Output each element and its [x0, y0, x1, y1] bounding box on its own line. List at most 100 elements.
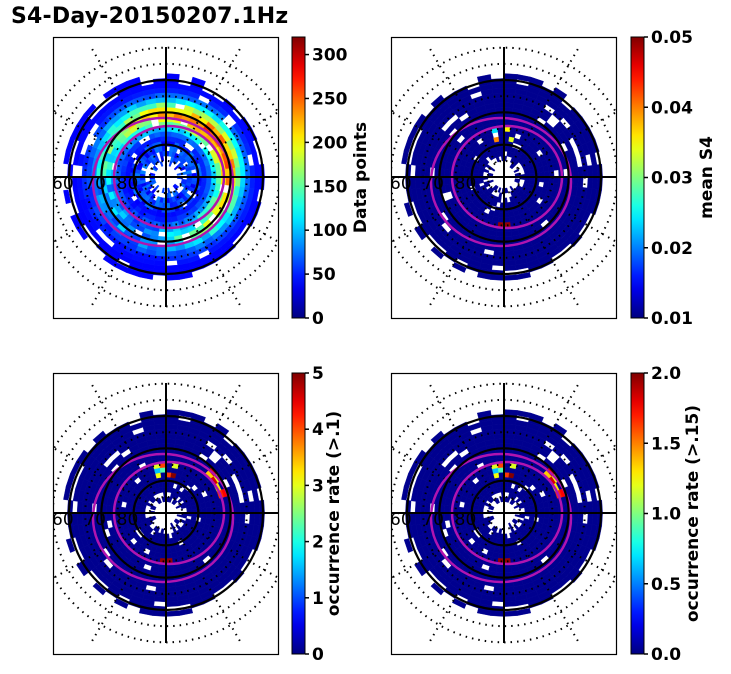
heatmap-bin [171, 532, 177, 539]
heatmap-bin [215, 169, 222, 178]
heatmap-bin [443, 504, 450, 514]
heatmap-bin [509, 196, 515, 203]
latitude-circles [53, 383, 278, 643]
heatmap-bin [154, 591, 167, 598]
colorbar-tick-label: 0 [312, 645, 324, 665]
heatmap-bin [154, 260, 167, 267]
heatmap-bin [498, 192, 503, 199]
grid-radial-dotted [428, 382, 497, 500]
radial-label-80: 80 [117, 174, 139, 194]
radial-label-80: 80 [455, 174, 477, 194]
heatmap-bin [483, 168, 490, 174]
heatmap-bin [165, 433, 177, 440]
radial-label-80: 80 [455, 510, 477, 530]
latitude-circles [391, 47, 616, 307]
heatmap-bin [249, 176, 256, 189]
heatmap-bin [525, 480, 533, 489]
grid-radial-dotted [391, 520, 491, 580]
heatmap-bin [165, 596, 178, 603]
heatmap-bin [483, 158, 490, 165]
heatmap-bin [165, 250, 177, 257]
heatmap-bin [591, 500, 598, 514]
heatmap-bin [503, 92, 516, 99]
grid-radial-dotted [173, 526, 242, 644]
grid-radial-dotted [511, 46, 580, 164]
colorbar-tick-label: 0.02 [651, 239, 693, 259]
heatmap-bin [128, 156, 136, 164]
heatmap-bin [200, 448, 212, 459]
heatmap-bin [443, 512, 450, 522]
heatmap-bin [589, 152, 598, 166]
heatmap-bin [443, 176, 450, 186]
heatmap-bin [498, 528, 503, 535]
heatmap-bin [165, 419, 179, 426]
colorbar-tick-label: 2 [312, 533, 324, 553]
radial-label-80: 80 [117, 510, 139, 530]
heatmap-bin [513, 504, 520, 509]
heatmap-bin [553, 176, 560, 185]
colorbar-label: Data points [351, 122, 371, 233]
heatmap-bin [165, 102, 176, 109]
oval-boundary-equatorward [91, 452, 235, 584]
heatmap-bin [503, 231, 513, 238]
heatmap-bin [155, 433, 167, 440]
heatmap-bin [149, 172, 156, 176]
grid-radial-dotted [428, 46, 497, 164]
radial-label-60: 60 [52, 510, 74, 530]
heatmap-bin [140, 170, 146, 175]
heatmap-bin [403, 202, 414, 217]
heatmap-bin [76, 176, 83, 189]
heatmap-bin [168, 161, 173, 167]
heatmap-bin [513, 168, 520, 173]
grid-radial-dotted [517, 184, 616, 243]
heatmap-bin [494, 438, 505, 445]
colorbar-tick-label: 5 [312, 364, 324, 384]
oval-boundary-equatorward [429, 452, 573, 584]
radial-label-60: 60 [390, 174, 412, 194]
heatmap-bin [503, 260, 516, 267]
heatmap-bin [173, 165, 180, 171]
grid-radial-dotted [179, 184, 278, 243]
heatmap-bin [155, 586, 167, 593]
heatmap-bin [518, 504, 525, 510]
heatmap-bin [165, 97, 177, 104]
heatmap-bin [489, 166, 496, 172]
heatmap-bin [503, 97, 515, 104]
heatmap-bin [92, 582, 107, 596]
heatmap-bin [492, 255, 505, 262]
heatmap-bin [509, 190, 515, 197]
oval-boundary-equatorward [429, 116, 573, 248]
heatmap-bin [503, 438, 514, 445]
latitude-circles [391, 383, 616, 643]
heatmap-bin [105, 176, 112, 186]
heatmap-bin [165, 567, 175, 574]
colorbar-tick-label: 1.5 [651, 434, 681, 454]
panel-4: 60 70 80 0.0 0.5 1.0 1.5 2.0 occurrence rate (>.… [390, 364, 703, 665]
heatmap-bin [493, 97, 505, 104]
heatmap-bin [491, 419, 505, 426]
colorbar: 0.0 0.5 1.0 1.5 2.0 occurrence rate (>.15) [630, 364, 703, 665]
radial-label-70: 70 [84, 510, 106, 530]
heatmap-bin [414, 501, 421, 514]
heatmap-bin [538, 448, 550, 459]
grid-radial-dotted [517, 447, 616, 506]
heatmap-bin [113, 598, 129, 609]
heatmap-bin [65, 538, 76, 553]
heatmap-bin [171, 190, 177, 197]
heatmap-bin [506, 497, 511, 503]
heatmap-bin [503, 102, 514, 109]
grid-radial-dotted [511, 382, 580, 500]
heatmap-bin [165, 423, 178, 430]
plot-area: 60 70 80 [391, 382, 616, 644]
heatmap-bin [165, 231, 175, 238]
heatmap-bin [563, 139, 573, 151]
heatmap-bin [154, 87, 167, 94]
heatmap-bin [154, 184, 160, 191]
colorbar-tick-label: 0.04 [651, 98, 693, 118]
heatmap-bin [572, 176, 579, 187]
radial-label-70: 70 [84, 174, 106, 194]
heatmap-bin [572, 167, 579, 178]
colorbar-tick-label: 0.0 [651, 645, 681, 665]
colorbar-tick-label: 300 [312, 46, 348, 66]
grid-radial-dotted [391, 110, 491, 170]
